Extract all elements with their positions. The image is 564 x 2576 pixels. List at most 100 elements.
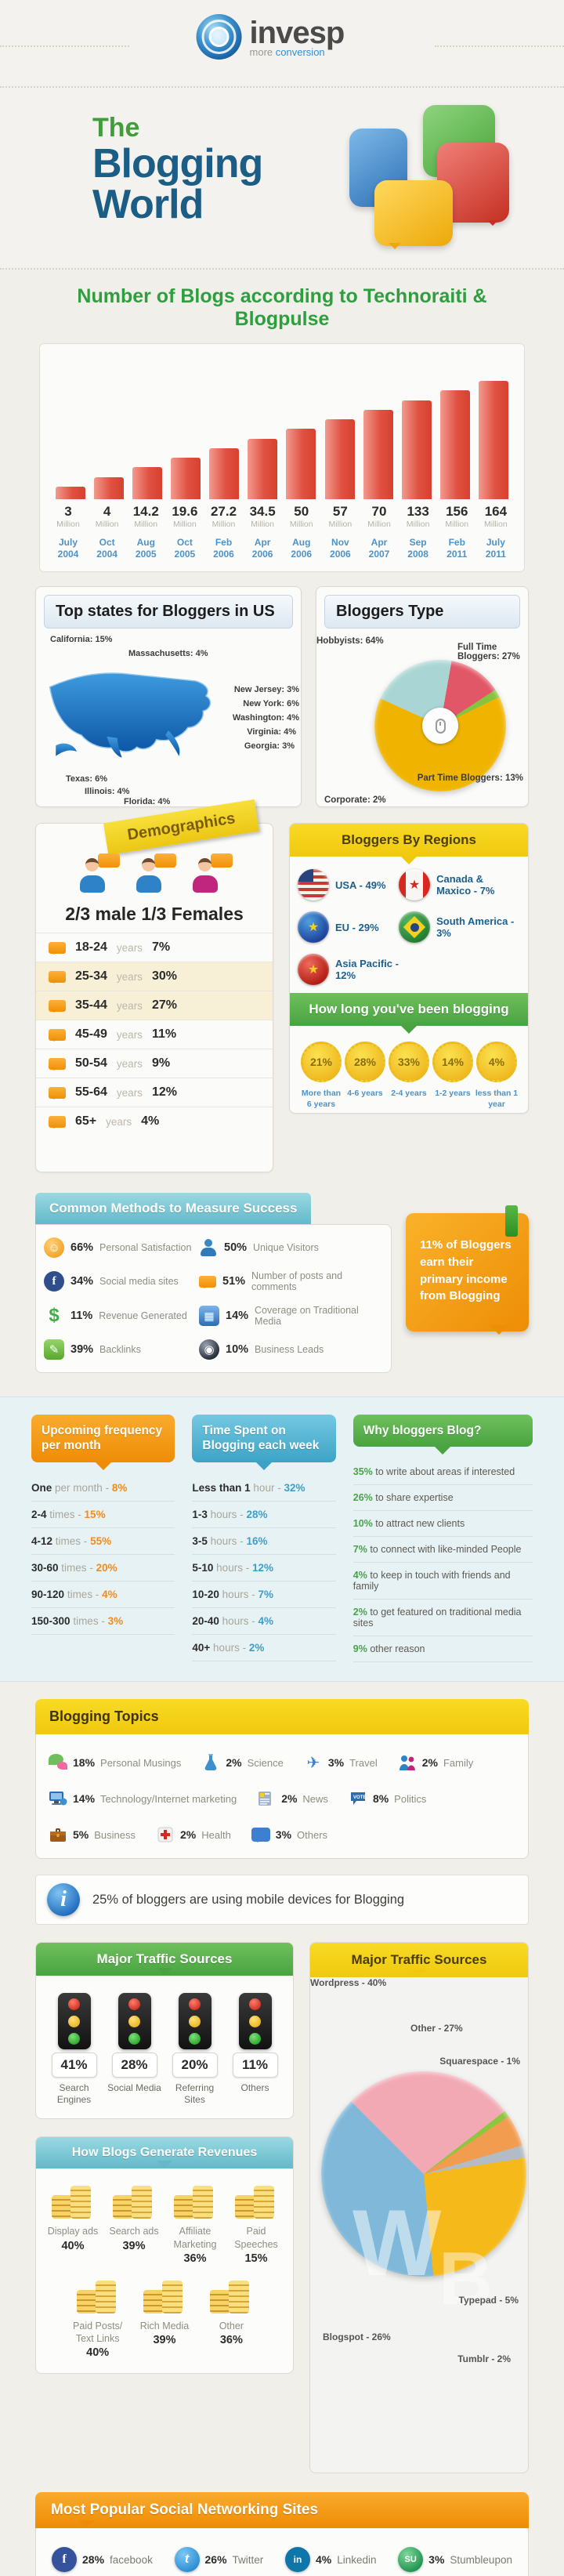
social-item: SU 3% Stumbleupon [398,2547,512,2573]
topics-section: Blogging Topics 18% Personal Musings 2% … [35,1699,529,1860]
measure-icon: $ [49,1305,60,1326]
measure-item: ◉ 10% Business Leads [199,1339,383,1360]
duration-label: 1-2 years [435,1089,471,1098]
platforms-title: Major Traffic Sources [310,1943,528,1978]
why-blog-column: Why bloggers Blog? 35% to write about ar… [352,1415,533,1663]
bar-unit: Million [328,520,352,529]
male-avatar-icon [76,853,120,894]
us-map-area: California: 15% Massachusetts: 4% New Jers… [36,635,301,806]
bloggers-type-pie [374,660,506,792]
age-percent: 4% [141,1114,160,1128]
duration-item: 28% 4-6 years [343,1042,387,1110]
info-icon: i [47,1883,80,1917]
mobile-banner-text: 25% of bloggers are using mobile devices… [92,1892,405,1907]
male-avatar-icon [132,853,176,894]
bar-date: Feb 2006 [213,537,234,560]
topic-icon [201,1753,220,1772]
traffic-source-label: Social Media [107,2082,161,2094]
traffic-source-item: 20% Referring Sites [168,1993,222,2106]
traffic-light-icon [178,1993,212,2050]
age-range: 18-24 [75,940,107,954]
bar [478,381,508,499]
traffic-source-label: Referring Sites [175,2082,215,2106]
measure-item: ✎ 39% Backlinks [44,1339,193,1360]
chat-bubble-icon [49,1057,66,1071]
revenue-item: Rich Media 39% [131,2279,197,2360]
topic-percent: 2% [226,1756,242,1770]
duration-badge: 4% [476,1042,517,1082]
revenues-row-2: Paid Posts/ Text Links 40% Rich Media 39… [42,2279,287,2360]
pie-label: Hobbyists: 64% [316,636,384,646]
topic-item: 3% Others [251,1825,327,1844]
state-label: Georgia: 3% [244,741,295,751]
bar-date: Aug 2006 [291,537,313,560]
duration-item: 33% 2-4 years [387,1042,431,1110]
topic-icon: VOTE [349,1789,367,1808]
measure-icon: ☺ [44,1237,64,1258]
topic-item: 5% Business [49,1825,136,1844]
social-icon: in [284,2547,310,2573]
bloggers-type-title: Bloggers Type [324,595,520,629]
bloggers-type-pie-area: Full Time Bloggers: 27% Part Time Blogger… [316,636,528,805]
traffic-source-label: Others [240,2082,269,2094]
blogs-chart-section: Number of Blogs according to Technoraiti… [0,270,564,572]
frequency-row: 150-300 times - 3% [31,1608,175,1635]
frequency-row: 30-60 times - 20% [31,1555,175,1581]
coins-icon [52,2184,94,2219]
revenue-item: Search ads 39% [103,2184,164,2265]
platforms-panel: Major Traffic Sources W B Other - 27% Squ… [309,1942,529,2474]
time-spent-row: 40+ hours - 2% [192,1635,336,1661]
measure-percent: 14% [226,1310,249,1322]
measure-success-row: Common Methods to Measure Success ☺ 66% … [35,1193,529,1373]
mouse-icon [435,718,446,734]
measure-label: Social media sites [99,1276,179,1287]
topic-item: 14% Technology/Internet marketing [49,1789,237,1808]
age-range: 50-54 [75,1056,107,1070]
topic-item: 2% Science [201,1753,284,1772]
revenue-item: Paid Posts/ Text Links 40% [64,2279,131,2359]
age-word: years [116,1028,143,1041]
topic-icon [49,1753,67,1772]
measure-success-title: Common Methods to Measure Success [35,1193,312,1224]
revenue-percent: 39% [153,2334,176,2347]
blogs-chart-title: Number of Blogs according to Technoraiti… [77,285,487,330]
bar-chart [51,366,513,499]
bar [209,448,240,499]
social-item: in 4% Linkedin [284,2547,377,2573]
chat-bubble-icon [49,1086,66,1100]
age-range: 55-64 [75,1085,107,1099]
why-blog-list: 35% to write about areas if interested 2… [352,1459,533,1663]
us-map-icon [49,672,212,758]
bar-unit: Million [251,520,274,529]
topic-icon [251,1825,270,1844]
flag-icon: ★ [399,869,431,900]
topic-percent: 3% [275,1828,292,1842]
social-section: Most Popular Social Networking Sites f 2… [35,2492,529,2576]
demographics-row: Demographics 2/3 male 1/3 Females 18-24 … [35,799,529,1172]
measure-icon: ✎ [44,1339,64,1360]
duration-badge: 14% [432,1042,473,1082]
traffic-source-percent: 41% [51,2052,97,2078]
social-label: Linkedin [337,2553,377,2566]
revenue-percent: 36% [183,2252,207,2265]
topic-label: Personal Musings [100,1756,182,1769]
bar-value: 164 [484,504,508,519]
traffic-lights-panel: Major Traffic Sources 41% Search Engines [35,1942,294,2120]
traffic-light-icon [118,1993,151,2050]
why-blog-row: 9% other reason [352,1636,533,1663]
bloggers-type-panel: Bloggers Type Full Time Bloggers: 27% Par… [316,586,529,807]
age-range: 65+ [75,1114,97,1128]
measure-item: $ 11% Revenue Generated [44,1305,193,1327]
revenue-label: Display ads [47,2226,99,2237]
social-item: t 26% Twitter [174,2547,263,2573]
traffic-light-icon [238,1993,272,2050]
time-spent-row: 20-40 hours - 4% [192,1608,336,1635]
coins-icon [174,2184,216,2219]
measure-item: 51% Number of posts and comments [199,1270,383,1292]
bar-value: 19.6 [172,504,198,519]
topic-icon [49,1789,67,1808]
topic-label: Family [443,1756,474,1769]
revenue-label: Rich Media [139,2320,190,2331]
time-spent-row: 5-10 hours - 12% [192,1555,336,1581]
measure-item: ▦ 14% Coverage on Traditional Media [199,1305,383,1327]
